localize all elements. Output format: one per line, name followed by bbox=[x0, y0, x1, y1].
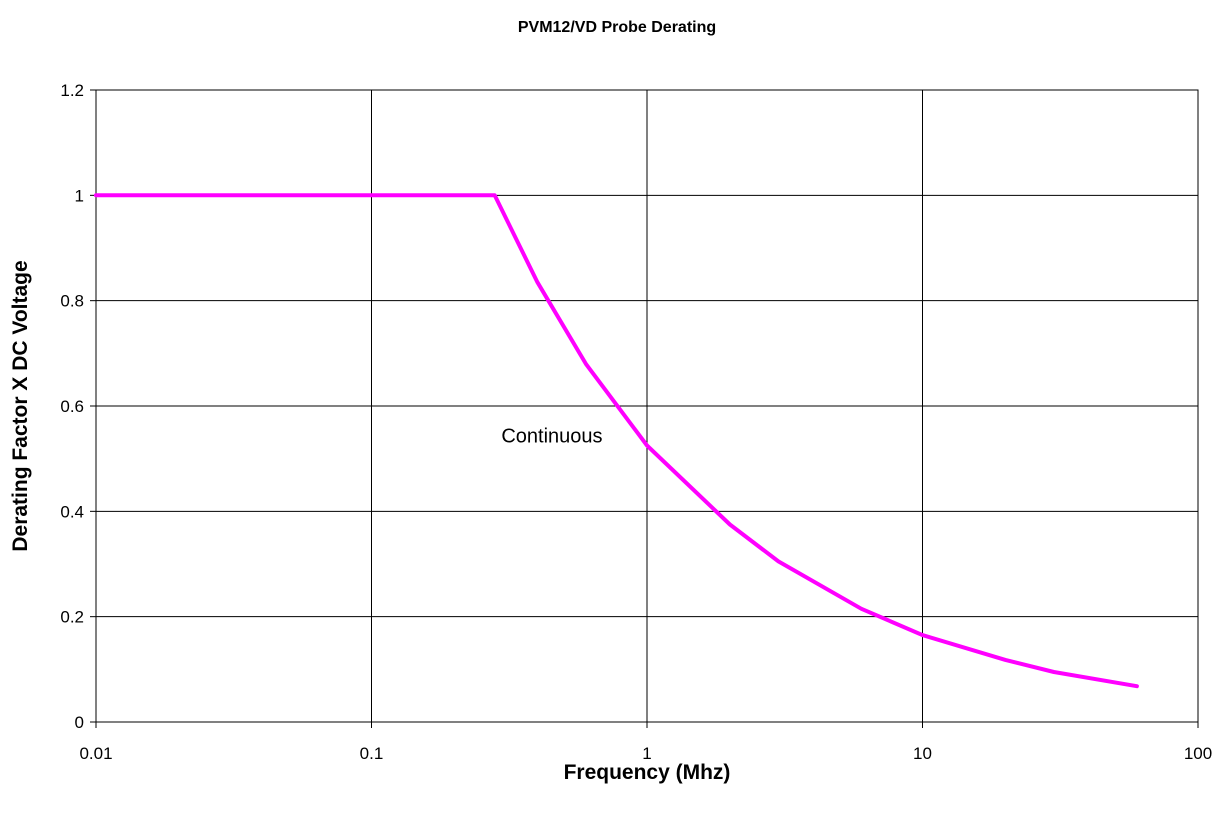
y-tick-label: 0.4 bbox=[60, 502, 84, 521]
series-line-continuous bbox=[94, 193, 1139, 689]
y-tick-label: 1 bbox=[75, 186, 84, 205]
y-tick-label: 1.2 bbox=[60, 81, 84, 100]
x-axis-title: Frequency (Mhz) bbox=[564, 761, 731, 784]
y-axis-title: Derating Factor X DC Voltage bbox=[9, 260, 32, 551]
y-tick-label: 0.8 bbox=[60, 292, 84, 311]
annotation-layer: Continuous bbox=[501, 426, 602, 448]
series-annotation: Continuous bbox=[501, 426, 602, 448]
series-layer bbox=[94, 193, 1139, 689]
y-tick-label: 0.6 bbox=[60, 397, 84, 416]
grid-lines bbox=[96, 90, 1198, 722]
y-tick-label: 0 bbox=[75, 713, 84, 732]
x-tick-label: 1 bbox=[642, 744, 651, 763]
y-tick-labels: 0 0.2 0.4 0.6 0.8 1 1.2 bbox=[60, 81, 84, 732]
tick-marks bbox=[90, 89, 1199, 728]
chart-title: PVM12/VD Probe Derating bbox=[518, 19, 716, 36]
y-tick-label: 0.2 bbox=[60, 608, 84, 627]
x-tick-label: 100 bbox=[1184, 744, 1212, 763]
x-tick-label: 0.01 bbox=[79, 744, 112, 763]
x-tick-labels: 0.01 0.1 1 10 100 bbox=[79, 744, 1212, 763]
x-tick-label: 10 bbox=[913, 744, 932, 763]
x-tick-label: 0.1 bbox=[360, 744, 384, 763]
